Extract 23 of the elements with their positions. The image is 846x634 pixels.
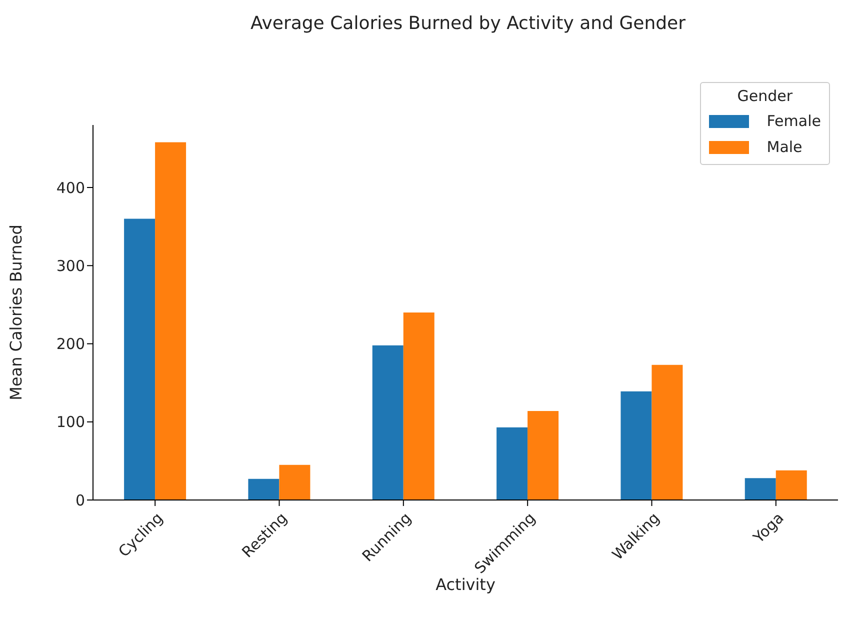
y-tick-label: 0 [75,491,85,510]
y-tick-label: 300 [56,256,85,275]
bar [124,218,156,500]
bar [620,391,652,500]
x-axis-title: Activity [436,575,496,594]
legend-label: Female [766,111,821,132]
bar [496,427,528,500]
legend-title: Gender [736,87,794,105]
legend-label: Male [766,137,802,158]
bar [528,410,559,500]
y-tick-label: 400 [56,178,85,197]
bar [155,142,186,500]
y-axis-title: Mean Calories Burned [6,224,26,400]
bar [776,470,807,500]
chart-title: Average Calories Burned by Activity and Gender [249,12,687,36]
bar [372,345,404,500]
y-tick-label: 200 [56,335,85,354]
y-tick-label: 100 [56,413,85,432]
bar [279,464,310,500]
bar [744,478,776,500]
bar [652,364,683,500]
bar [248,478,280,500]
bar [403,312,434,500]
